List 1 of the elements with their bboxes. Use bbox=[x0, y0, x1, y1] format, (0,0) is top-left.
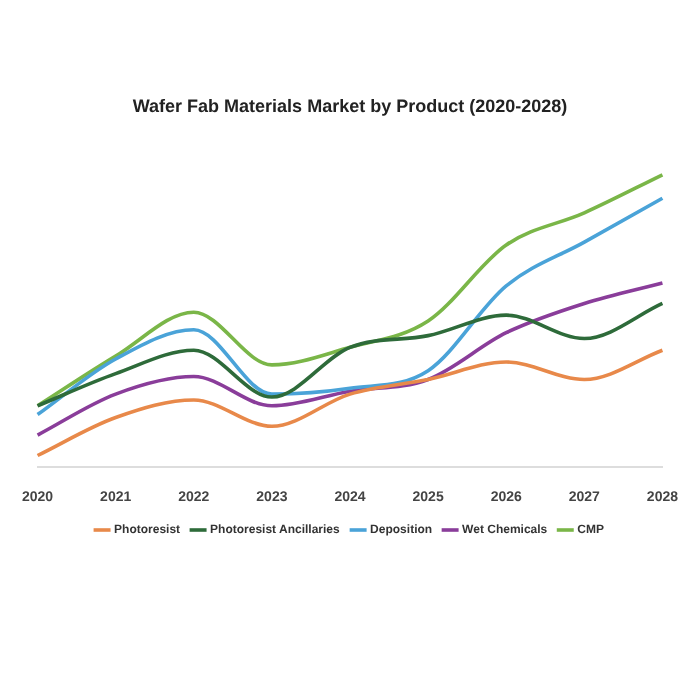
chart-title: Wafer Fab Materials Market by Product (2020-2028) bbox=[132, 95, 568, 116]
